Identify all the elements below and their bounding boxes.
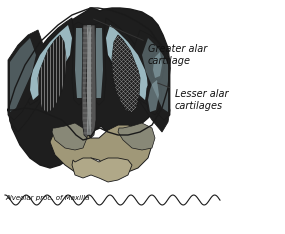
Polygon shape (106, 25, 148, 100)
Polygon shape (112, 35, 140, 112)
Polygon shape (75, 28, 85, 98)
Polygon shape (148, 80, 159, 112)
Text: Greater alar
cartilage: Greater alar cartilage (93, 19, 207, 66)
Polygon shape (8, 30, 45, 120)
Text: Lesser alar
cartilages: Lesser alar cartilages (158, 83, 229, 111)
Polygon shape (93, 28, 103, 98)
Polygon shape (146, 78, 162, 115)
Polygon shape (72, 22, 87, 105)
Polygon shape (8, 30, 65, 132)
Polygon shape (38, 35, 66, 112)
Polygon shape (52, 123, 87, 150)
Polygon shape (30, 25, 72, 100)
Polygon shape (87, 25, 91, 135)
Polygon shape (10, 38, 36, 112)
Polygon shape (150, 48, 165, 82)
Polygon shape (115, 30, 170, 132)
Polygon shape (142, 38, 168, 112)
Polygon shape (104, 18, 153, 105)
Polygon shape (86, 25, 96, 138)
Polygon shape (133, 30, 170, 120)
Polygon shape (112, 35, 140, 112)
Text: Alveolar proc. of Maxilla: Alveolar proc. of Maxilla (5, 195, 89, 201)
Polygon shape (50, 125, 152, 172)
Polygon shape (82, 25, 92, 138)
Polygon shape (153, 52, 162, 78)
Polygon shape (38, 35, 66, 112)
Polygon shape (112, 35, 140, 112)
Polygon shape (25, 18, 74, 105)
Polygon shape (8, 8, 170, 168)
Polygon shape (118, 123, 155, 150)
Polygon shape (72, 158, 132, 182)
Polygon shape (91, 22, 106, 105)
